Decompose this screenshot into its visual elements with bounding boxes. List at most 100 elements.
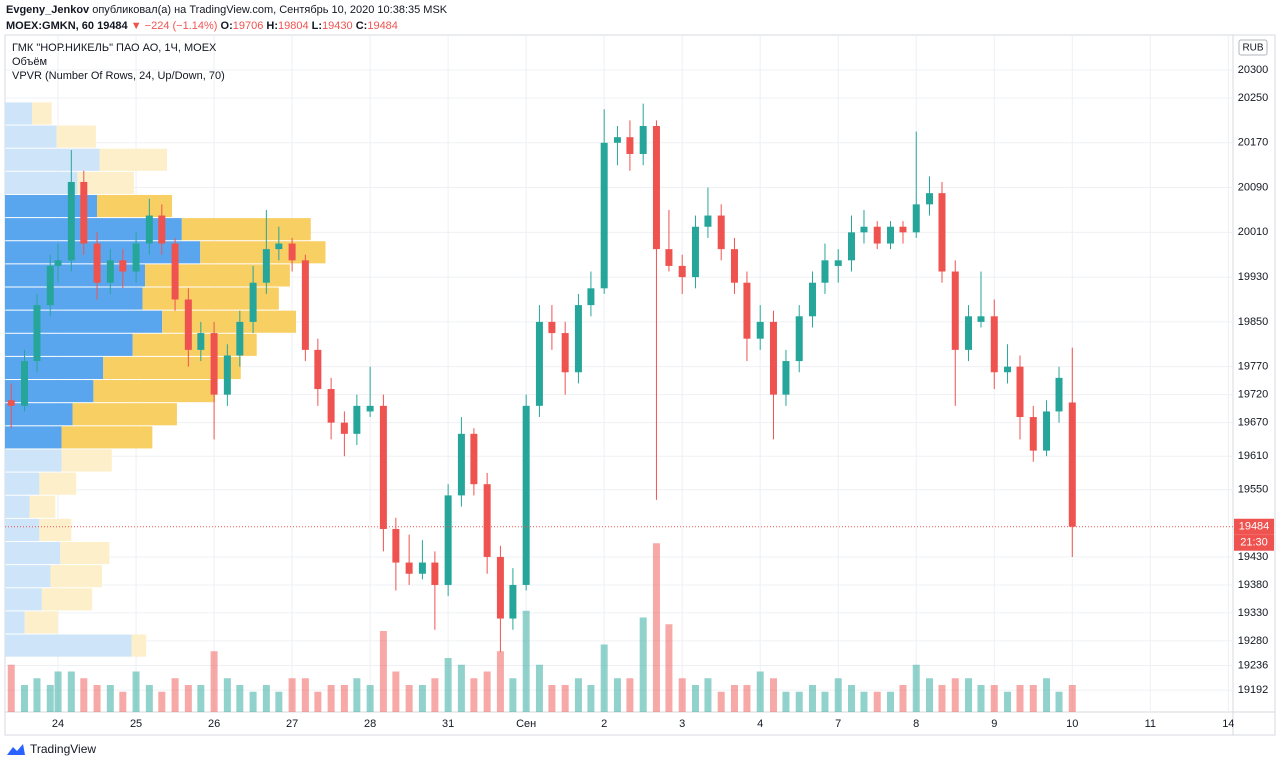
profile-up — [5, 125, 57, 148]
x-tick-label: 3 — [679, 718, 685, 730]
profile-down — [132, 333, 257, 356]
volume-bar — [665, 624, 673, 712]
profile-up — [5, 310, 163, 333]
candle-body — [405, 562, 413, 574]
candle-body — [327, 389, 335, 423]
candle-body — [587, 288, 595, 306]
volume-bar — [1016, 685, 1024, 712]
profile-down — [99, 148, 168, 171]
candle-body — [522, 405, 530, 585]
candle-body — [926, 193, 934, 205]
profile-down — [50, 565, 103, 588]
profile-up — [5, 403, 73, 426]
h-label: H: — [266, 20, 279, 32]
volume-bar — [275, 691, 283, 712]
volume-bar — [288, 678, 296, 712]
profile-up — [5, 171, 78, 194]
candle-body — [366, 405, 374, 412]
volume-bar — [587, 685, 595, 712]
volume-bar — [106, 685, 114, 712]
volume-bar — [158, 691, 166, 712]
profile-down — [60, 541, 110, 565]
candle-body — [887, 226, 895, 244]
y-tick-label: 20170 — [1238, 137, 1269, 149]
profile-up — [5, 218, 182, 241]
profile-up — [5, 356, 104, 380]
candle-body — [821, 260, 829, 283]
volume-bar — [132, 671, 140, 712]
volume-bar — [887, 691, 895, 712]
profile-up — [5, 148, 100, 171]
x-tick-label: 10 — [1066, 718, 1078, 730]
volume-bar — [899, 685, 907, 712]
y-tick-label: 19430 — [1238, 551, 1269, 563]
profile-down — [131, 634, 147, 657]
volume-bar — [1068, 685, 1076, 712]
volume-bar — [756, 671, 764, 712]
candle-body — [1068, 402, 1076, 527]
candle-body — [106, 260, 114, 283]
profile-up — [5, 565, 51, 588]
x-tick-label: 7 — [835, 718, 841, 730]
candle-body — [977, 316, 985, 322]
author[interactable]: Evgeny_Jenkov — [6, 4, 90, 16]
profile-up — [5, 426, 62, 449]
candle-body — [353, 405, 361, 434]
volume-bar — [834, 678, 842, 712]
candle-body — [288, 243, 296, 261]
volume-bar — [392, 671, 400, 712]
volume-bar — [860, 691, 868, 712]
candle-body — [21, 361, 29, 406]
volume-bar — [926, 678, 934, 712]
candle-body — [132, 243, 140, 272]
volume-bar — [483, 671, 491, 712]
candle-body — [158, 215, 166, 244]
header-line: MOEX:GMKN, 60 19484 ▼ −224 (−1.14%) O:19… — [6, 18, 447, 34]
candle-body — [613, 137, 621, 143]
candle-body — [418, 562, 426, 574]
volume-bar — [509, 678, 517, 712]
candle-body — [756, 321, 764, 339]
candle-body — [197, 333, 205, 350]
candle-body — [54, 260, 62, 266]
volume-bar — [717, 691, 725, 712]
volume-bar — [314, 691, 322, 712]
profile-down — [72, 403, 177, 426]
candle-body — [431, 562, 439, 585]
candle-body — [860, 226, 868, 233]
candle-body — [951, 271, 959, 350]
candle-body — [93, 243, 101, 283]
y-tick-label: 20010 — [1238, 226, 1269, 238]
candle-body — [574, 305, 582, 373]
profile-down — [61, 426, 153, 449]
price-label-box — [1234, 518, 1274, 535]
volume-bar — [821, 691, 829, 712]
candle-body — [834, 260, 842, 266]
brand[interactable]: TradingView — [30, 742, 97, 756]
profile-down — [32, 102, 52, 125]
volume-bar — [262, 685, 270, 712]
candle-body — [912, 204, 920, 233]
l-value: 19430 — [322, 20, 353, 32]
o-label: O: — [220, 20, 233, 32]
volume-bar — [730, 685, 738, 712]
candle-body — [262, 249, 270, 283]
o-value: 19706 — [232, 20, 264, 32]
footer: TradingView — [6, 742, 96, 756]
volume-bar — [197, 685, 205, 712]
volume-bar — [561, 685, 569, 712]
candle-body — [119, 260, 127, 272]
price-label: 19484 — [1239, 521, 1270, 533]
volume-bar — [327, 685, 335, 712]
volume-bar — [873, 691, 881, 712]
candle-body — [1029, 417, 1037, 451]
volume-bar — [340, 685, 348, 712]
l-label: L: — [311, 20, 323, 32]
volume-bar — [965, 678, 973, 712]
volume-bar — [470, 678, 478, 712]
volume-bar — [405, 685, 413, 712]
candle-body — [275, 243, 283, 250]
y-tick-label: 19192 — [1238, 684, 1269, 696]
y-tick-label: 19380 — [1238, 579, 1269, 591]
